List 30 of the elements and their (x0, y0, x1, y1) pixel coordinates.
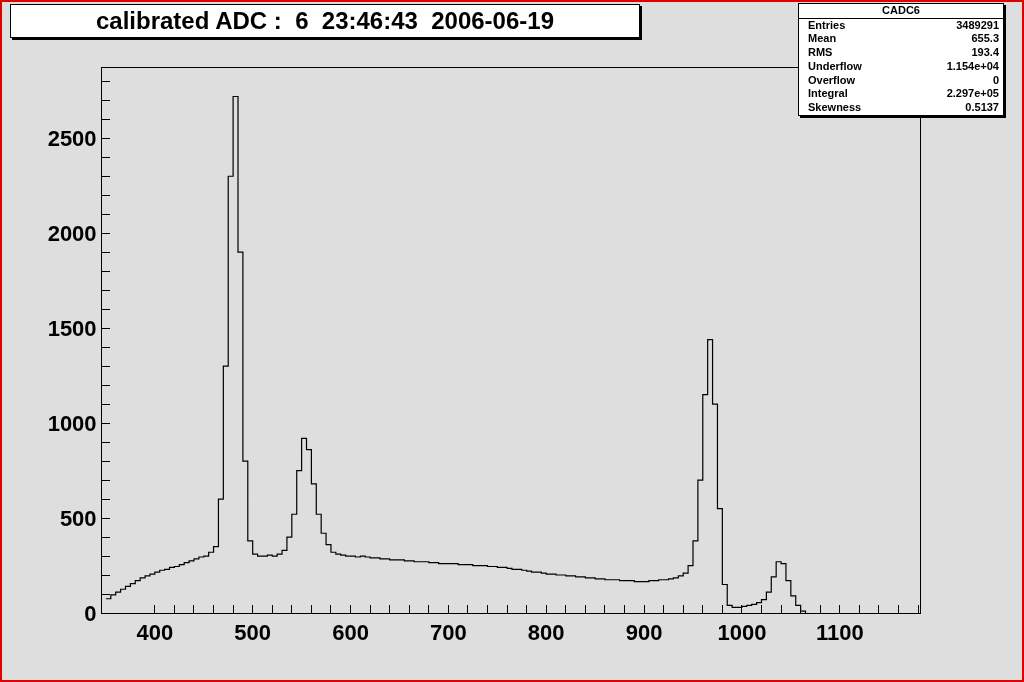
annotation: Skewness (808, 100, 862, 115)
x-tick-label: 900 (625, 620, 663, 646)
y-tick-label: 0 (84, 600, 97, 626)
text: 0 (992, 73, 999, 88)
x-tick-label: 1000 (717, 620, 767, 646)
text: RMS (808, 46, 833, 60)
y-tick-label: 1500 (47, 315, 97, 341)
y-tick-label: 2500 (47, 125, 97, 151)
text: 0.5137 (965, 100, 999, 115)
text: 2.297e+05 (946, 87, 999, 101)
y-tick-label: 500 (59, 505, 97, 531)
text: 1.154e+04 (946, 59, 999, 74)
annotation: Overflow (808, 73, 856, 88)
x-tick-label: 400 (136, 620, 174, 646)
text: CADC6 (799, 4, 1003, 19)
annotation: Underflow (808, 59, 862, 74)
x-tick-label: 1100 (815, 620, 864, 646)
annotation: Integral (808, 87, 848, 101)
y-tick-label: 1000 (47, 410, 97, 436)
x-tick-label: 600 (332, 620, 369, 646)
text: Entries (808, 18, 846, 33)
x-tick-label: 500 (234, 620, 272, 646)
x-tick-label: 800 (527, 620, 565, 646)
x-tick-label: 700 (430, 620, 467, 646)
chart-title: calibrated ADC : 6 23:46:43 2006-06-19 (10, 4, 640, 38)
text: 193.4 (971, 46, 999, 60)
text: 3489291 (956, 18, 999, 33)
y-tick-label: 2000 (47, 220, 97, 246)
text: Mean (808, 32, 837, 47)
text: 655.3 (971, 32, 999, 47)
